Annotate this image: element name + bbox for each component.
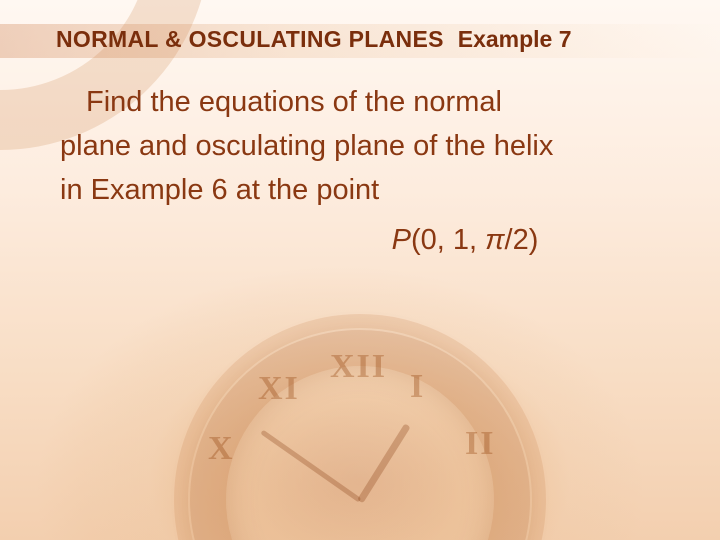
body-line-3: in Example 6 at the point: [60, 174, 379, 206]
clock-numeral-2: II: [465, 425, 495, 463]
clock-numeral-10: X: [208, 430, 235, 468]
clock-numeral-11: XI: [258, 370, 300, 408]
point-args: (0, 1,: [411, 224, 485, 256]
title-main: NORMAL & OSCULATING PLANES: [56, 26, 444, 53]
slide-title: NORMAL & OSCULATING PLANES Example 7: [56, 26, 572, 53]
body-line-1: Find the equations of the normal: [60, 80, 670, 124]
body-line-2: plane and osculating plane of the helix: [60, 130, 553, 162]
title-subtitle: Example 7: [458, 26, 572, 53]
body-point: P(0, 1, π/2): [60, 218, 670, 262]
body-text: Find the equations of the normal plane a…: [60, 80, 670, 262]
clock-numeral-12: XII: [330, 348, 387, 386]
point-tail: /2): [505, 224, 539, 256]
slide: XII I XI II X NORMAL & OSCULATING PLANES…: [0, 0, 720, 540]
clock-numeral-1: I: [410, 368, 425, 406]
point-var-P: P: [392, 224, 411, 256]
point-pi: π: [485, 224, 504, 256]
